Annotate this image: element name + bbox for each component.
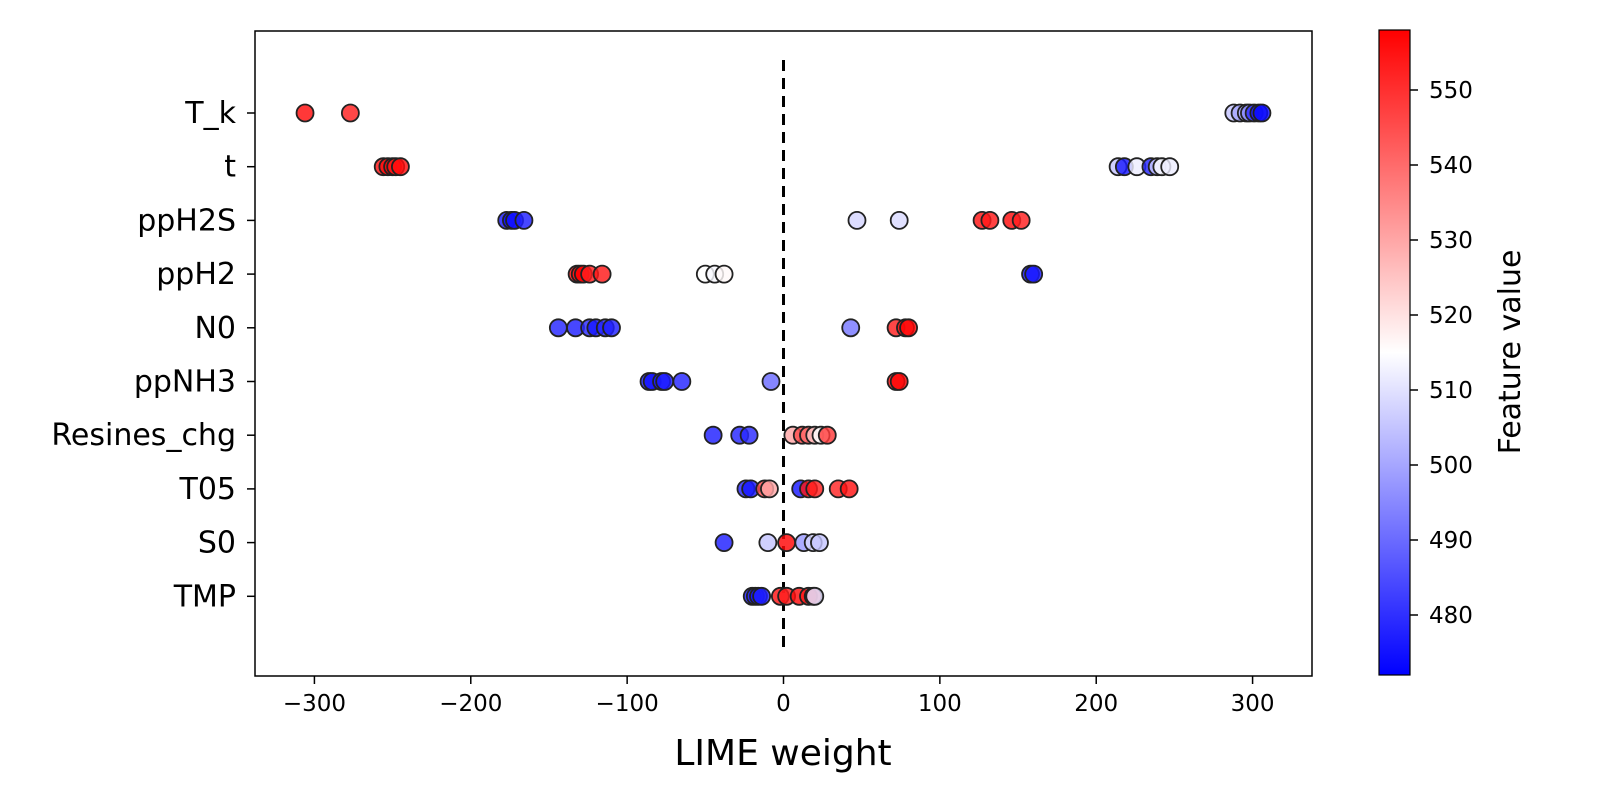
data-point bbox=[752, 586, 772, 606]
data-point bbox=[899, 318, 918, 338]
data-point bbox=[889, 372, 909, 391]
y-tick-label: T_k bbox=[184, 96, 236, 131]
data-point bbox=[602, 318, 621, 338]
x-tick-label: −200 bbox=[439, 691, 502, 717]
data-point bbox=[1252, 103, 1272, 123]
data-point bbox=[548, 318, 568, 338]
colorbar-tick-label: 490 bbox=[1429, 528, 1473, 554]
data-point bbox=[1011, 210, 1031, 230]
data-point bbox=[672, 372, 692, 391]
y-tick-label: TMP bbox=[173, 579, 236, 614]
y-tick-label: ppH2 bbox=[156, 257, 236, 292]
y-tick-label: t bbox=[224, 150, 236, 185]
y-tick-label: Resines_chg bbox=[51, 418, 236, 453]
colorbar-tick-label: 480 bbox=[1429, 603, 1473, 629]
data-point bbox=[655, 372, 675, 391]
colorbar-label: Feature value bbox=[1493, 250, 1528, 455]
colorbar-tick-label: 510 bbox=[1429, 378, 1473, 404]
data-point bbox=[714, 533, 734, 552]
data-point bbox=[592, 264, 612, 284]
data-point bbox=[889, 210, 909, 230]
data-point bbox=[980, 210, 1000, 230]
data-point bbox=[514, 210, 534, 230]
y-tick-label: ppNH3 bbox=[134, 365, 236, 400]
x-tick-label: 300 bbox=[1231, 691, 1275, 717]
data-point bbox=[805, 479, 825, 499]
data-point bbox=[340, 103, 360, 123]
colorbar bbox=[1378, 29, 1411, 676]
data-point bbox=[839, 479, 859, 499]
x-tick-label: 0 bbox=[776, 691, 791, 717]
data-point bbox=[841, 318, 861, 338]
data-point bbox=[1024, 264, 1044, 284]
y-tick-label: ppH2S bbox=[137, 203, 236, 238]
data-point bbox=[847, 210, 867, 230]
data-point bbox=[1160, 157, 1180, 177]
colorbar-tick-label: 520 bbox=[1429, 303, 1473, 329]
data-point bbox=[739, 425, 759, 445]
data-point bbox=[805, 586, 825, 606]
data-point bbox=[714, 264, 734, 284]
y-tick-label: N0 bbox=[194, 311, 236, 346]
data-point bbox=[760, 479, 779, 499]
x-axis-label: LIME weight bbox=[674, 733, 891, 774]
colorbar-tick-label: 500 bbox=[1429, 453, 1473, 479]
data-point bbox=[777, 533, 797, 552]
data-point bbox=[758, 533, 778, 552]
data-point bbox=[295, 103, 315, 123]
colorbar-tick-label: 550 bbox=[1429, 78, 1473, 104]
data-point bbox=[703, 425, 723, 445]
y-tick-label: T05 bbox=[179, 472, 237, 507]
colorbar-tick-label: 540 bbox=[1429, 153, 1473, 179]
x-tick-label: 200 bbox=[1074, 691, 1118, 717]
data-point bbox=[810, 533, 829, 552]
data-point bbox=[817, 425, 837, 445]
colorbar-tick-label: 530 bbox=[1429, 228, 1473, 254]
data-point bbox=[761, 372, 781, 391]
x-tick-label: 100 bbox=[918, 691, 962, 717]
x-tick-label: −100 bbox=[596, 691, 659, 717]
x-tick-label: −300 bbox=[283, 691, 346, 717]
data-point bbox=[391, 157, 410, 177]
y-tick-label: S0 bbox=[198, 526, 236, 561]
